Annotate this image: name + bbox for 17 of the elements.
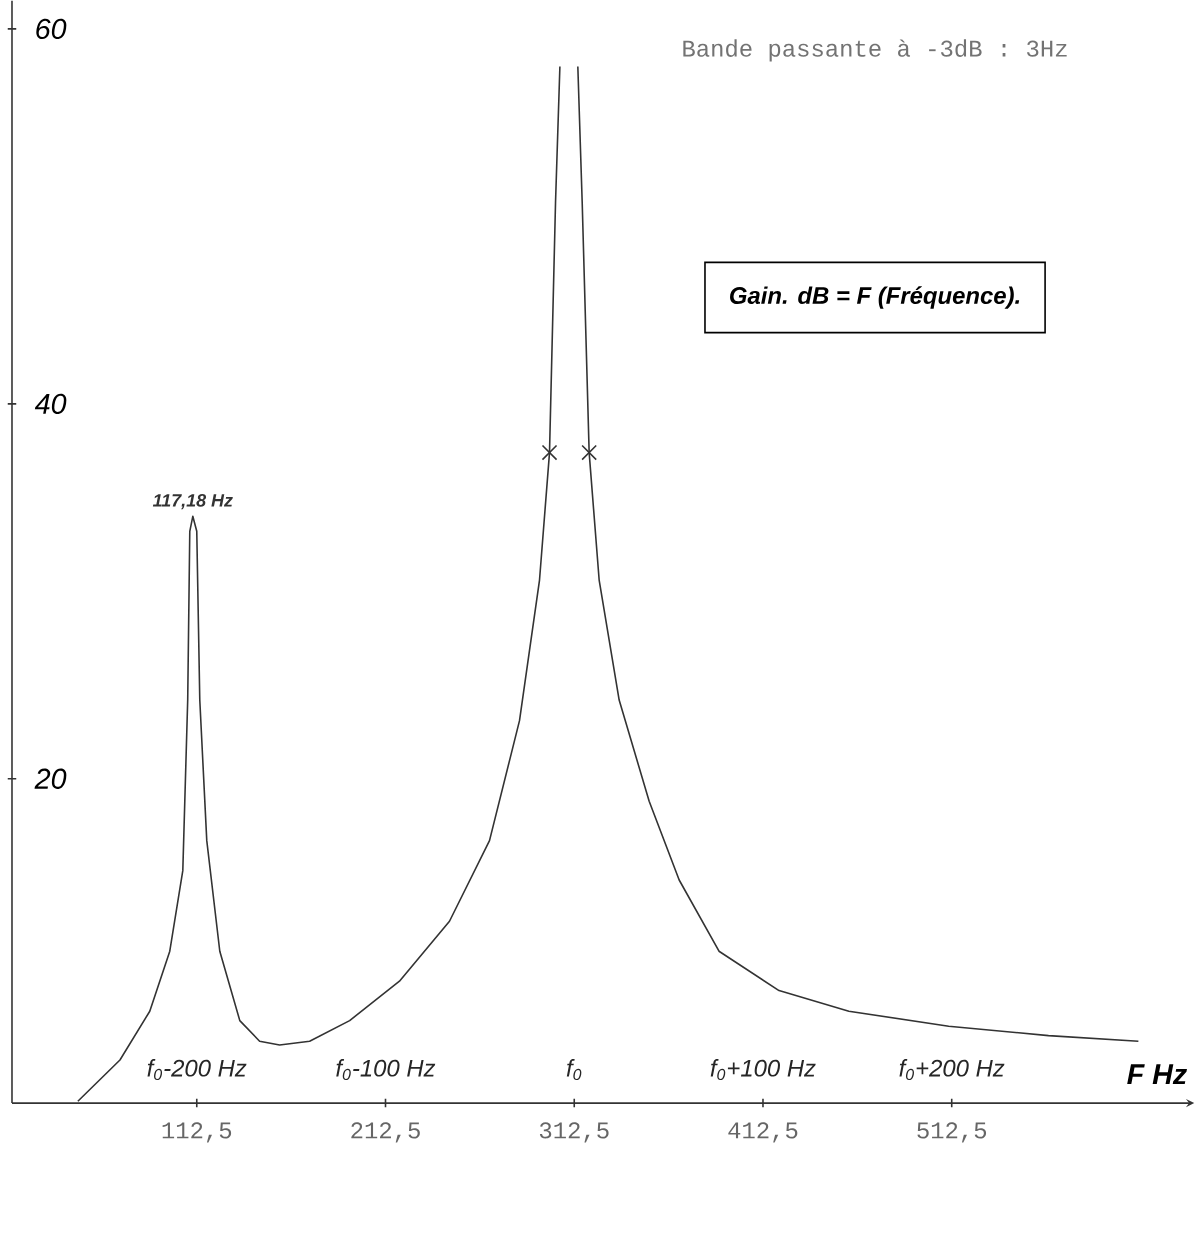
text: Gain. dB = F (Fréquence). xyxy=(729,286,1020,309)
annotation: Bande passante à -3dB : 3Hz xyxy=(683,39,1067,62)
y-tick-label: 20 xyxy=(34,768,67,789)
y-tick-label: 60 xyxy=(36,18,67,40)
annotation: f$_{0}$+100 Hz xyxy=(710,1059,816,1081)
annotation: 117,18 Hz xyxy=(152,493,233,510)
y-tick-label: 40 xyxy=(34,393,67,414)
annotation: f$_{0}$+200 Hz xyxy=(899,1059,1005,1081)
x-tick-label: 212,5 xyxy=(351,1122,420,1143)
x-tick-label: 412,5 xyxy=(728,1122,798,1143)
annotation: f$_{0}$ xyxy=(566,1059,582,1081)
x-axis-title: F Hz xyxy=(1127,1064,1187,1085)
annotation: f$_{0}$-100 Hz xyxy=(336,1059,436,1081)
x-tick-label: 312,5 xyxy=(539,1122,609,1143)
x-tick-label: 112,5 xyxy=(162,1122,231,1143)
x-tick-label: 512,5 xyxy=(917,1122,986,1143)
annotation: f$_{0}$-200 Hz xyxy=(147,1059,247,1081)
